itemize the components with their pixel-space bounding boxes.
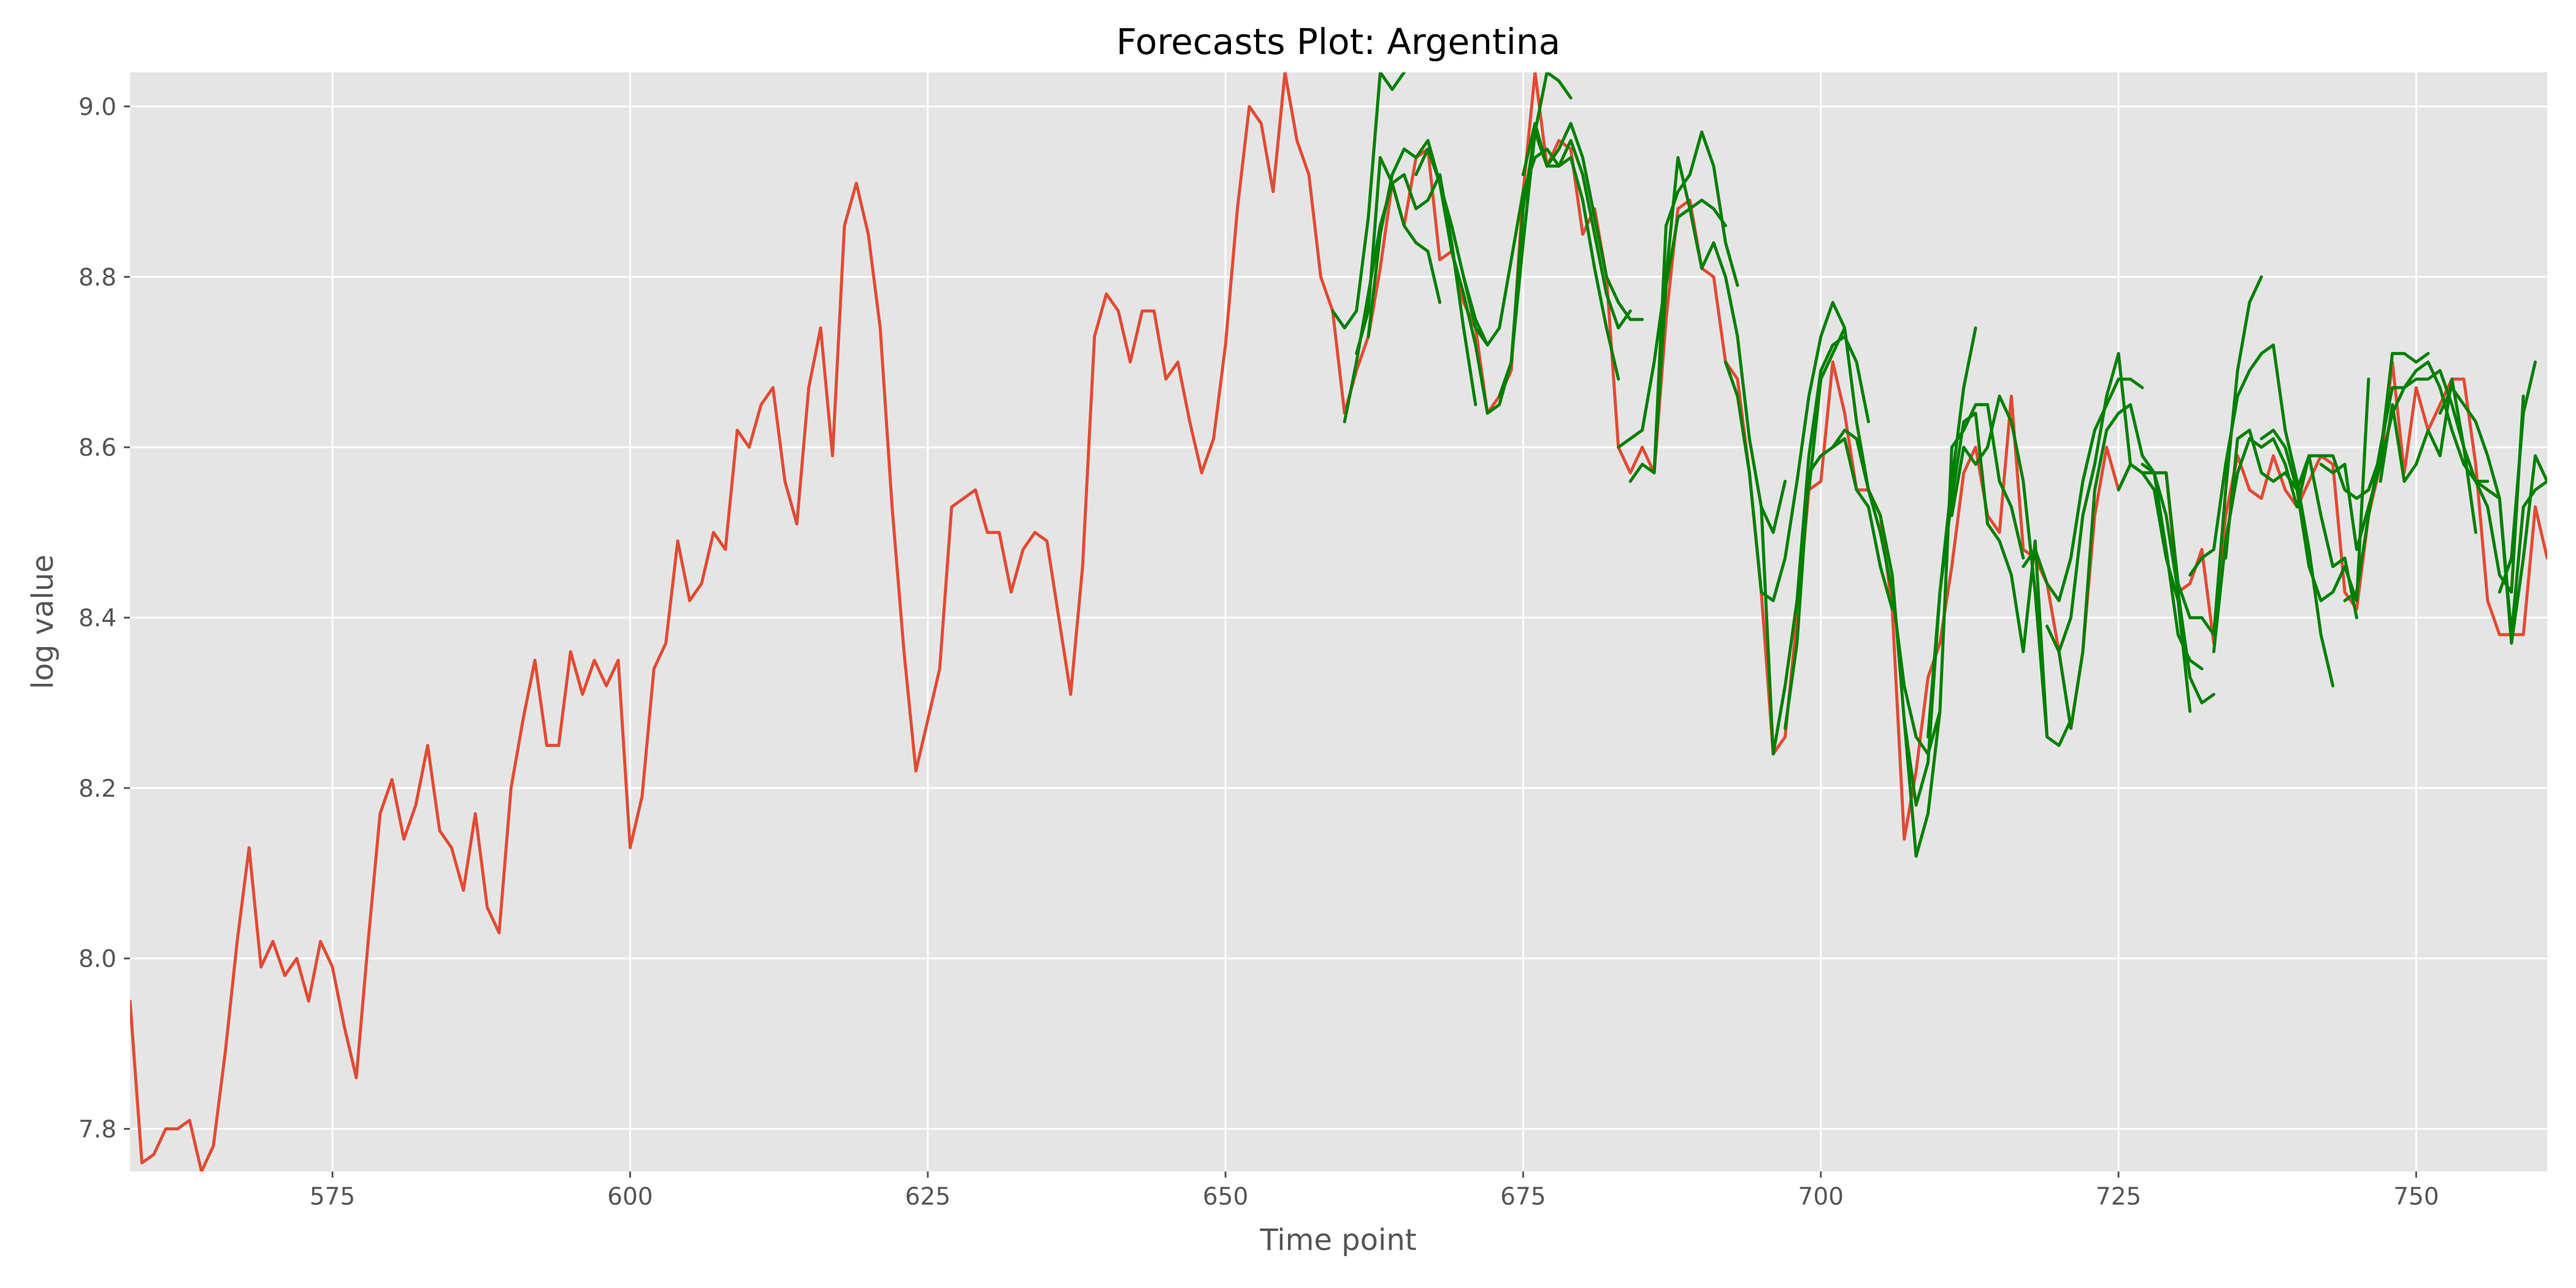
x-axis-label: Time point [1259,1223,1416,1257]
forecast-series-line-19 [1950,394,2072,747]
forecast-series-line-28 [2260,351,2430,500]
plot-area [130,72,2547,1171]
forecast-series-line-7 [1498,130,1620,398]
forecast-series-line-31 [2379,377,2525,594]
grid-lines [130,72,2547,1171]
forecast-series-line-12 [1723,301,1847,602]
forecast-series-line-10 [1628,130,1739,483]
y-tick-label: 9.0 [79,94,117,121]
forecast-series-line-14 [1784,437,1894,730]
forecast-series-line-26 [2212,437,2358,654]
forecast-series-line-33 [2474,480,2547,637]
x-tick-label: 600 [607,1183,653,1211]
forecast-series-line-5 [1414,72,1573,415]
forecast-series-line-1 [1331,72,1406,330]
x-tick-label: 575 [310,1183,355,1211]
x-tick-label: 700 [1798,1183,1844,1211]
chart-title: Forecasts Plot: Argentina [1116,21,1560,63]
x-tick-label: 750 [2393,1183,2439,1211]
y-tick-label: 7.8 [79,1116,117,1144]
forecast-series-line-24 [2141,275,2263,637]
axes: 575 600 625 650 675 700 725 750 7.8 8.0 8.2 8.4 8.6 8… [79,94,2439,1211]
forecast-series-line-11 [1652,207,1787,534]
forecast-series-line-32 [2438,386,2547,645]
forecast-series-line-30 [2343,360,2490,602]
forecast-series-line-22 [2057,403,2204,730]
forecast-series-line-8 [1521,121,1644,321]
x-tick-label: 650 [1203,1183,1248,1211]
y-tick-label: 8.2 [79,775,117,803]
y-axis-label: log value [26,554,60,689]
forecast-series-line-18 [1926,412,2049,738]
forecast-series-line-13 [1760,335,1870,756]
y-tick-label: 8.0 [79,946,117,973]
x-tick-label: 725 [2096,1183,2141,1211]
forecast-series-line-6 [1462,139,1632,347]
series-group [130,72,2547,1171]
forecast-series-line-25 [2188,343,2335,688]
y-tick-label: 8.4 [79,605,117,632]
y-tick-label: 8.8 [79,264,117,291]
x-tick-label: 625 [905,1183,950,1211]
forecast-series-line-23 [2117,462,2215,705]
x-tick-label: 675 [1500,1183,1546,1211]
forecast-series-line-9 [1617,156,1727,449]
forecast-series-line-34 [2497,360,2537,594]
y-tick-label: 8.6 [79,434,117,462]
forecast-series-line-15 [1807,326,1942,756]
